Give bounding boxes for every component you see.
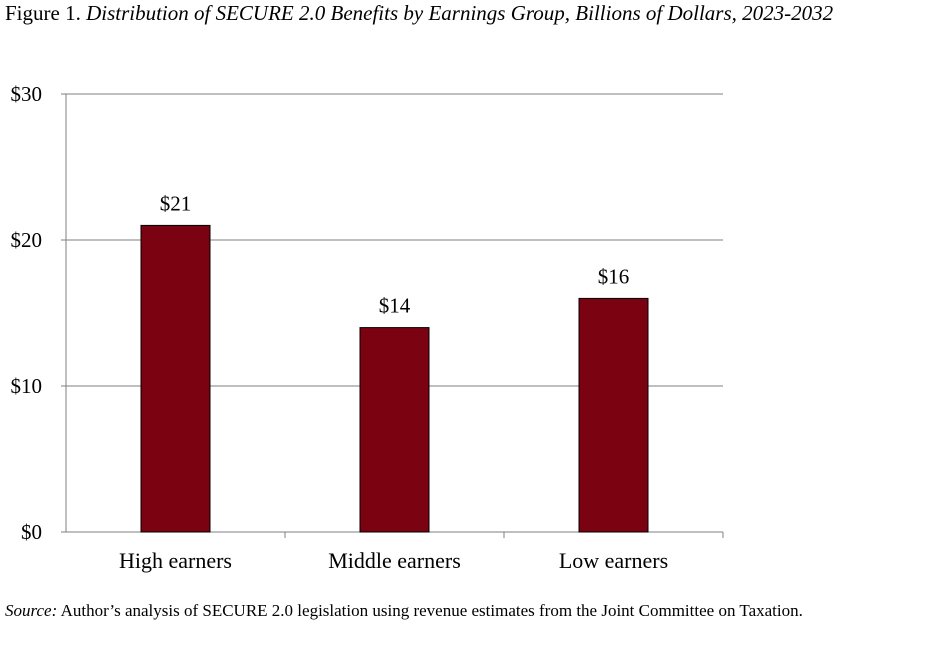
y-tick-label: $30 [11,82,43,106]
bar [140,224,211,533]
bar [578,297,649,533]
y-tick-label: $0 [21,520,42,544]
figure-caption: Distribution of SECURE 2.0 Benefits by E… [86,1,834,25]
y-tick-label: $20 [11,228,43,252]
data-label: $14 [379,294,411,318]
chart-title: Figure 1. Distribution of SECURE 2.0 Ben… [5,0,905,26]
x-tick-label: High earners [119,548,232,573]
figure-number: Figure 1. [5,1,81,25]
bar-chart: $0 $10 $20 $30 $21 High earners $14 Middle earn… [11,82,724,573]
bar [359,327,430,533]
data-label: $16 [598,264,630,288]
source-note: Source: Author’s analysis of SECURE 2.0 … [5,600,905,622]
data-label: $21 [160,191,192,215]
x-tick-label: Middle earners [328,548,461,573]
source-text: Author’s analysis of SECURE 2.0 legislat… [60,601,803,620]
x-tick-label: Low earners [559,548,668,573]
y-tick-label: $10 [11,374,43,398]
source-label: Source: [5,601,58,620]
